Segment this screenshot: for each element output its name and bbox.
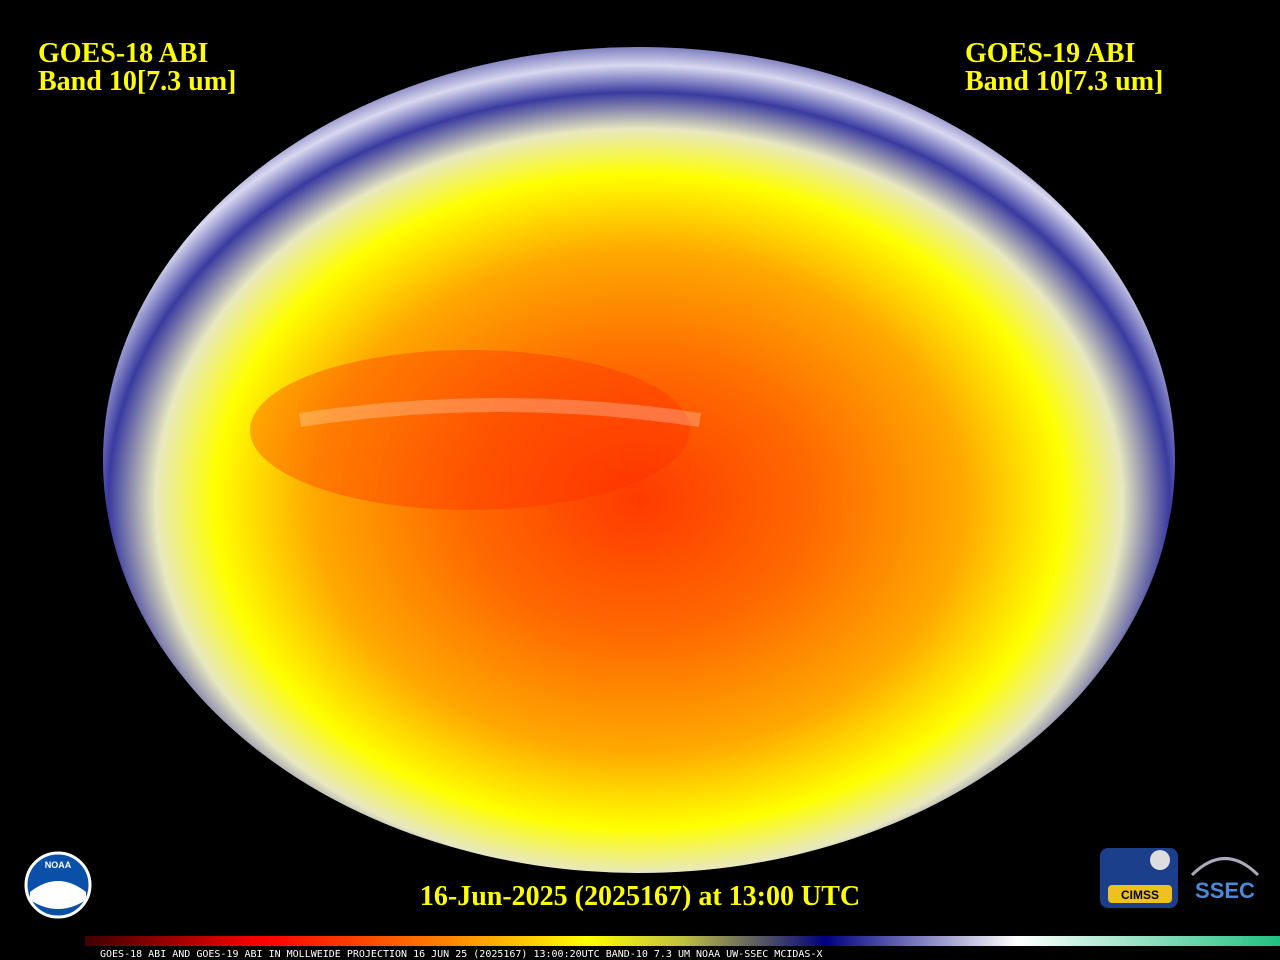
dry-region [250,350,690,510]
noaa-label: NOAA [45,860,72,870]
left-band: Band 10[7.3 um] [38,66,236,97]
color-bar [85,936,1280,946]
right-title: GOES-19 ABI [965,38,1135,69]
cimss-logo: CIMSS [1100,848,1178,908]
ssec-label: SSEC [1195,878,1255,903]
noaa-logo: NOAA [24,851,92,919]
left-title: GOES-18 ABI [38,38,208,69]
cimss-label: CIMSS [1121,888,1159,902]
earth-disk [103,47,1175,873]
ssec-logo: SSEC [1190,857,1260,903]
right-band: Band 10[7.3 um] [965,66,1163,97]
timestamp: 16-Jun-2025 (2025167) at 13:00 UTC [420,881,860,912]
itcz-band [298,398,702,427]
footer-caption: GOES-18 ABI AND GOES-19 ABI IN MOLLWEIDE… [100,949,822,960]
